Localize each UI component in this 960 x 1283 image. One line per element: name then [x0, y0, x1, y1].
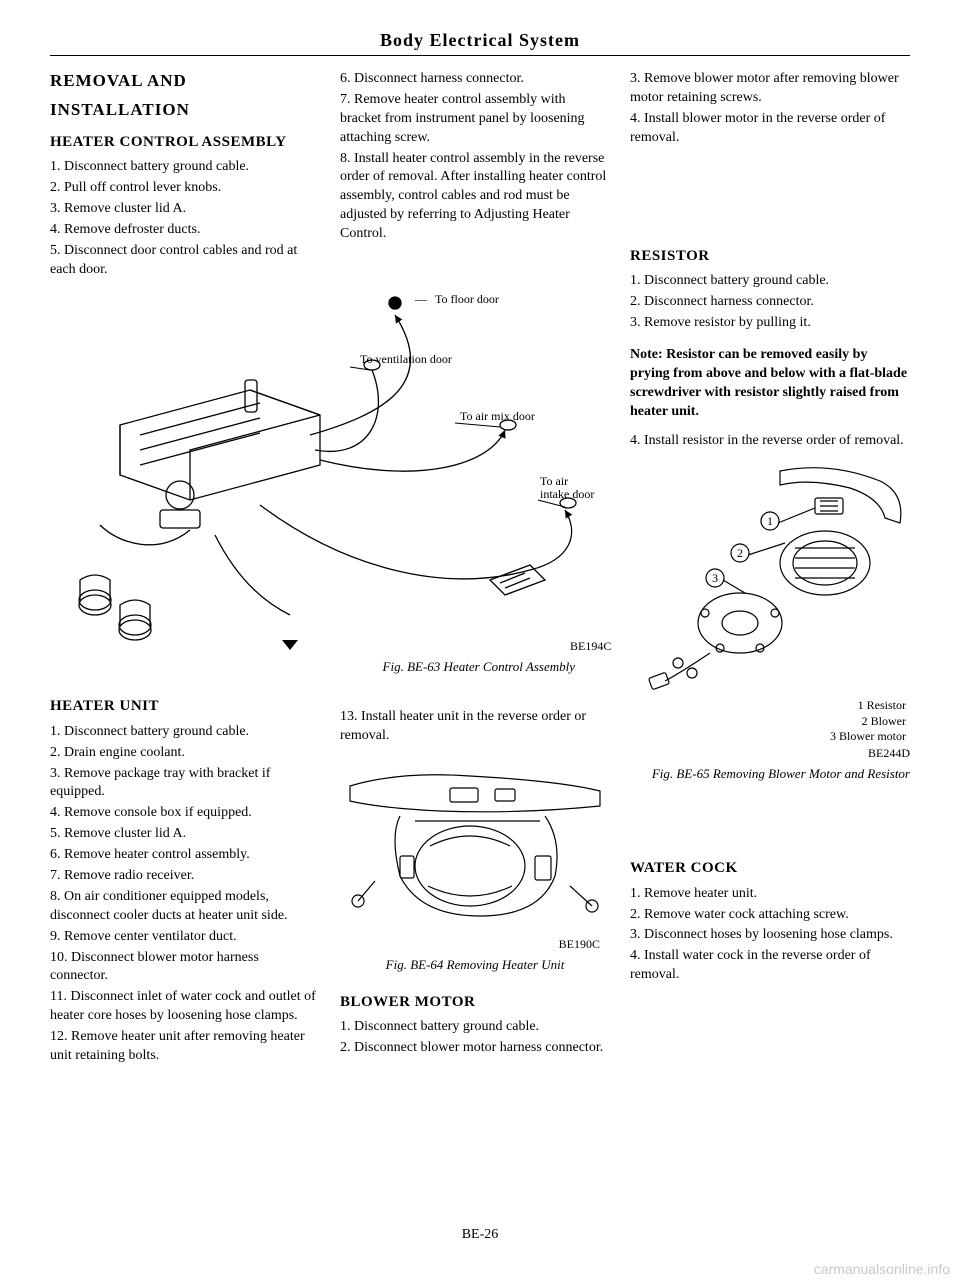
- hu-step-1: 1. Disconnect battery ground cable.: [50, 723, 320, 742]
- hu-step-6: 6. Remove heater control assembly.: [50, 846, 320, 865]
- fig65-legend-1: 1 Resistor: [630, 698, 906, 714]
- fig63-label-floor-text: To floor door: [435, 292, 499, 306]
- wc-step-3: 3. Disconnect hoses by loosening hose cl…: [630, 926, 910, 945]
- res-step-4: 4. Install resistor in the reverse order…: [630, 432, 910, 451]
- watercock-heading: WATER COCK: [630, 858, 910, 878]
- fig65-legend: 1 Resistor 2 Blower 3 Blower motor: [630, 698, 910, 745]
- hu-step-4: 4. Remove console box if equipped.: [50, 804, 320, 823]
- hu-step-7: 7. Remove radio receiver.: [50, 867, 320, 886]
- wc-step-1: 1. Remove heater unit.: [630, 885, 910, 904]
- bm-step-4: 4. Install blower motor in the reverse o…: [630, 110, 910, 148]
- resistor-note: Note: Resistor can be removed easily by …: [630, 346, 910, 422]
- bm-step-1: 1. Disconnect battery ground cable.: [340, 1018, 610, 1037]
- fig63-caption: Fig. BE-63 Heater Control Assembly: [60, 659, 615, 675]
- res-step-1: 1. Disconnect battery ground cable.: [630, 272, 910, 291]
- wc-step-2: 2. Remove water cock attaching screw.: [630, 906, 910, 925]
- svg-text:3: 3: [712, 571, 718, 585]
- bm-step-3: 3. Remove blower motor after removing bl…: [630, 70, 910, 108]
- fig64-drawing: [340, 766, 610, 936]
- hca-step-3: 3. Remove cluster lid A.: [50, 200, 320, 219]
- fig63-drawing: — To floor door To ventilation door To a…: [60, 285, 615, 655]
- wc-step-4: 4. Install water cock in the reverse ord…: [630, 947, 910, 985]
- hu-step-3: 3. Remove package tray with bracket if e…: [50, 765, 320, 803]
- fig63-label-airmix: To air mix door: [460, 409, 535, 423]
- fig63-label-intake-1: To air: [540, 474, 568, 488]
- column-3: 3. Remove blower motor after removing bl…: [630, 70, 910, 1068]
- hu-step-10: 10. Disconnect blower motor harness conn…: [50, 949, 320, 987]
- fig65-caption: Fig. BE-65 Removing Blower Motor and Res…: [630, 765, 910, 783]
- bm-step-2: 2. Disconnect blower motor harness conne…: [340, 1039, 610, 1058]
- res-step-2: 2. Disconnect harness connector.: [630, 293, 910, 312]
- page: Body Electrical System REMOVAL AND INSTA…: [0, 0, 960, 1283]
- hu-step-9: 9. Remove center ventilator duct.: [50, 928, 320, 947]
- res-step-3: 3. Remove resistor by pulling it.: [630, 314, 910, 333]
- hca-step-2: 2. Pull off control lever knobs.: [50, 179, 320, 198]
- blower-heading: BLOWER MOTOR: [340, 992, 610, 1012]
- hu-step-13: 13. Install heater unit in the reverse o…: [340, 708, 610, 746]
- hu-step-2: 2. Drain engine coolant.: [50, 744, 320, 763]
- page-title: Body Electrical System: [50, 30, 910, 56]
- fig65-legend-2: 2 Blower: [630, 714, 906, 730]
- watermark: carmanualsonline.info: [814, 1261, 950, 1277]
- fig65-block: 1 2 3: [630, 463, 910, 783]
- hca-step-8: 8. Install heater control assembly in th…: [340, 150, 610, 244]
- resistor-heading: RESISTOR: [630, 246, 910, 266]
- hca-heading: HEATER CONTROL ASSEMBLY: [50, 132, 320, 152]
- fig65-drawing: 1 2 3: [630, 463, 910, 698]
- hu-step-5: 5. Remove cluster lid A.: [50, 825, 320, 844]
- heater-unit-heading: HEATER UNIT: [50, 696, 320, 716]
- svg-text:1: 1: [767, 514, 773, 528]
- hca-step-1: 1. Disconnect battery ground cable.: [50, 158, 320, 177]
- fig64-block: BE190C Fig. BE-64 Removing Heater Unit: [340, 766, 610, 974]
- fig63-label-floor: —: [414, 292, 428, 306]
- removal-heading-2: INSTALLATION: [50, 99, 320, 122]
- hca-step-4: 4. Remove defroster ducts.: [50, 221, 320, 240]
- hu-step-8: 8. On air conditioner equipped models, d…: [50, 888, 320, 926]
- svg-text:2: 2: [737, 546, 743, 560]
- fig65-legend-3: 3 Blower motor: [630, 729, 906, 745]
- fig64-code: BE190C: [340, 936, 610, 952]
- hca-step-5: 5. Disconnect door control cables and ro…: [50, 242, 320, 280]
- fig63-block: — To floor door To ventilation door To a…: [60, 285, 615, 675]
- col3-gap-1: [630, 150, 910, 240]
- fig65-code: BE244D: [630, 745, 910, 761]
- hu-step-11: 11. Disconnect inlet of water cock and o…: [50, 988, 320, 1026]
- removal-heading-1: REMOVAL AND: [50, 70, 320, 93]
- col3-gap-2: [630, 782, 910, 852]
- fig63-label-intake-2: intake door: [540, 487, 594, 501]
- hca-step-6: 6. Disconnect harness connector.: [340, 70, 610, 89]
- fig63-label-vent: To ventilation door: [360, 352, 452, 366]
- fig64-caption: Fig. BE-64 Removing Heater Unit: [340, 956, 610, 974]
- hca-step-7: 7. Remove heater control assembly with b…: [340, 91, 610, 148]
- fig63-code: BE194C: [570, 639, 611, 653]
- hu-step-12: 12. Remove heater unit after removing he…: [50, 1028, 320, 1066]
- page-number: BE-26: [0, 1227, 960, 1243]
